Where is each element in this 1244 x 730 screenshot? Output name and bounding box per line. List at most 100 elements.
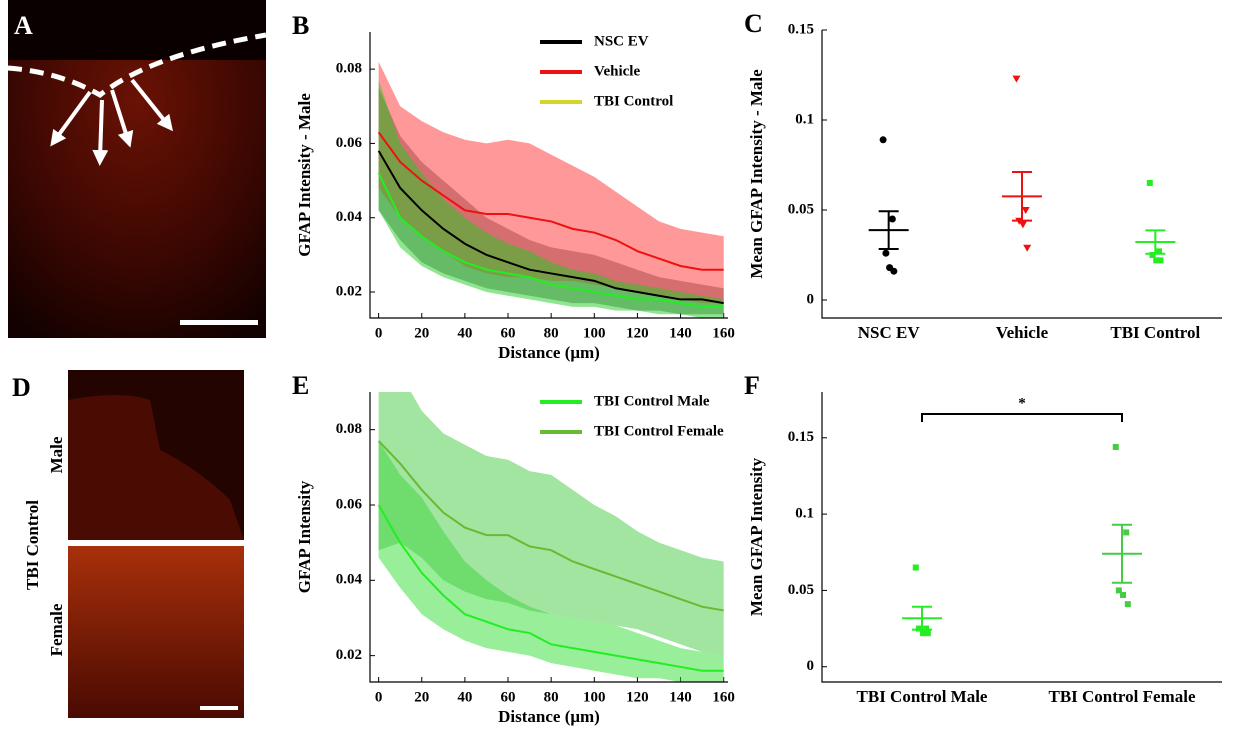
- y-tick-label: 0.02: [336, 283, 362, 299]
- data-point: [1153, 257, 1160, 264]
- x-tick-label: 160: [712, 689, 735, 705]
- x-tick-label: 0: [375, 689, 383, 705]
- error-band: [378, 80, 724, 318]
- y-tick-label: 0: [807, 658, 815, 674]
- y-tick-label: 0.15: [788, 429, 814, 445]
- legend-label: Vehicle: [594, 63, 640, 79]
- plot-area: [377, 392, 724, 682]
- y-axis-label: GFAP Intensity: [295, 480, 314, 593]
- y-tick-label: 0: [807, 291, 815, 307]
- x-tick-label: 40: [457, 325, 472, 341]
- error-bar: [878, 210, 899, 251]
- row-label: Female: [47, 603, 66, 656]
- y-axis-label: GFAP Intensity - Male: [295, 93, 314, 257]
- x-tick-label: 140: [669, 689, 692, 705]
- error-bar: [1012, 171, 1032, 222]
- mean-line: [377, 172, 724, 308]
- x-tick-label: 100: [583, 325, 606, 341]
- axes: [369, 32, 728, 319]
- x-tick-label: 120: [626, 325, 649, 341]
- y-tick-label: 0.04: [336, 209, 363, 225]
- x-tick-label: Vehicle: [996, 323, 1049, 342]
- x-tick-label: 0: [375, 325, 383, 341]
- x-tick-label: 80: [544, 689, 559, 705]
- y-tick-label: 0.06: [336, 135, 363, 151]
- annotation: *: [1018, 395, 1026, 411]
- y-tick-label: 0.08: [336, 421, 362, 437]
- y-axis-label: Mean GFAP Intensity - Male: [747, 69, 766, 279]
- panel-label: B: [292, 11, 309, 40]
- data-point: [1023, 244, 1032, 252]
- data-point: [1018, 221, 1027, 229]
- data-point: [879, 136, 887, 144]
- x-tick-label: 120: [626, 689, 649, 705]
- image-d: D TBI Control Male Female: [12, 370, 244, 718]
- data-point: [1012, 75, 1021, 83]
- group-label: TBI Control: [23, 500, 42, 590]
- plot-area: [377, 61, 724, 318]
- data-point: [1156, 248, 1163, 255]
- legend-label: TBI Control: [594, 93, 673, 109]
- x-tick-label: 160: [712, 325, 735, 341]
- data-point: [920, 630, 927, 637]
- data-point: [888, 215, 896, 223]
- data-point: [1115, 587, 1122, 594]
- chart: E GFAP Intensity 0.02 0.04 0.06 0.08 Distance …: [292, 371, 735, 726]
- data-point: [1157, 257, 1164, 264]
- x-tick-label: TBI Control Male: [857, 687, 988, 706]
- x-axis-label: Distance (μm): [498, 343, 600, 362]
- y-tick-label: 0.08: [336, 61, 362, 77]
- x-tick-label: 20: [414, 689, 429, 705]
- x-axis-label: Distance (μm): [498, 707, 600, 726]
- significance-bracket: [921, 413, 1123, 422]
- error-band: [378, 392, 724, 656]
- chart: B GFAP Intensity - Male 0.02 0.04 0.06 0.08 Di…: [292, 11, 735, 362]
- data-point: [1112, 443, 1119, 450]
- error-bar: [912, 605, 932, 631]
- micrograph-female: [68, 546, 244, 718]
- panel-label: F: [744, 371, 760, 400]
- y-tick-label: 0.05: [788, 201, 814, 217]
- panel-label: D: [12, 373, 31, 402]
- data-point: [912, 564, 919, 571]
- x-tick-label: 80: [544, 325, 559, 341]
- axes: [369, 392, 728, 683]
- error-bar: [1112, 523, 1132, 584]
- error-band: [378, 440, 724, 682]
- x-tick-label: 100: [583, 689, 606, 705]
- x-tick-label: 60: [501, 325, 516, 341]
- axes: [821, 392, 1222, 683]
- y-tick-label: 0.06: [336, 496, 363, 512]
- y-tick-label: 0.02: [336, 647, 362, 663]
- mean-line: [377, 440, 724, 612]
- data-point: [1149, 252, 1156, 258]
- y-tick-label: 0.1: [795, 506, 814, 522]
- x-tick-label: 40: [457, 689, 472, 705]
- legend-label: TBI Control Male: [594, 393, 710, 409]
- data-point: [1021, 207, 1030, 214]
- data-point: [915, 625, 922, 632]
- panel-label: A: [14, 11, 33, 40]
- background: [8, 0, 266, 60]
- data-point: [1146, 180, 1153, 186]
- y-axis-label: Mean GFAP Intensity: [747, 457, 766, 616]
- data-point: [1123, 529, 1130, 536]
- data-point: [1124, 601, 1131, 608]
- data-point: [890, 267, 898, 275]
- tissue: [68, 395, 244, 540]
- x-tick-label: 20: [414, 325, 429, 341]
- x-tick-label: NSC EV: [858, 323, 921, 342]
- panel-label: E: [292, 371, 309, 400]
- x-tick-label: TBI Control: [1110, 323, 1200, 342]
- scale-bar: [180, 320, 258, 325]
- panel-label: C: [744, 9, 763, 38]
- data-point: [923, 625, 930, 632]
- mean-line: [377, 150, 724, 305]
- arrows: [50, 78, 173, 166]
- x-tick-label: 60: [501, 689, 516, 705]
- y-tick-label: 0.1: [795, 111, 814, 127]
- y-tick-label: 0.15: [788, 21, 814, 37]
- legend-label: NSC EV: [594, 33, 649, 49]
- chart: F Mean GFAP Intensity 0 0.05 0.1 0.15 TBI Cont…: [744, 371, 1222, 706]
- mean-line: [377, 131, 724, 271]
